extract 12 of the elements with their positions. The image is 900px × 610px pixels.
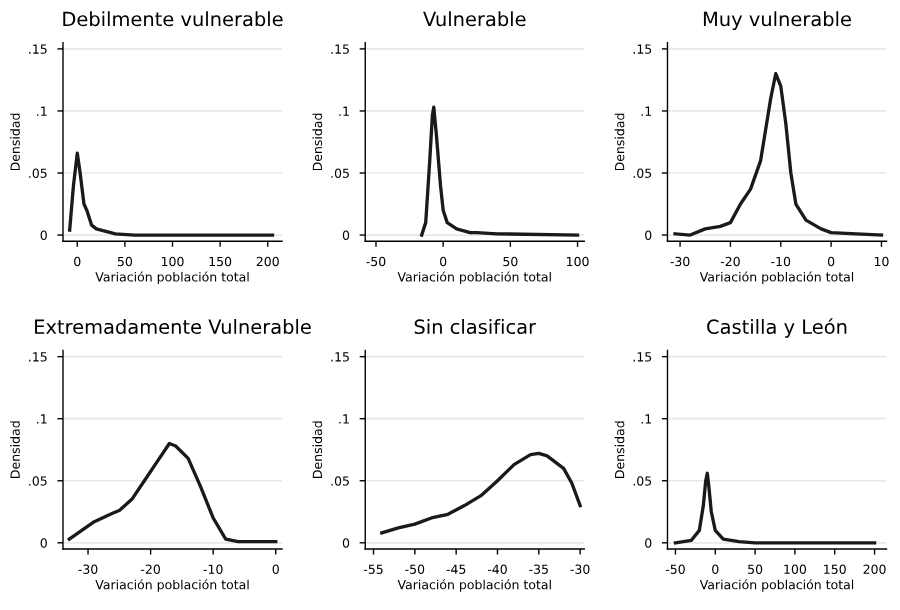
line-series [68, 151, 275, 237]
line-series [673, 72, 884, 237]
chart-title: Sin clasificar [414, 319, 537, 335]
line-series [380, 451, 582, 535]
chart-title: Debilmente vulnerable [63, 11, 283, 27]
chart-title: Extremadamente Vulnerable [35, 319, 311, 335]
chart-title: Muy vulnerable [703, 11, 851, 31]
chart-title: Vulnerable [423, 11, 526, 27]
line-series [673, 471, 877, 545]
line-series [67, 441, 278, 544]
chart-title: Castilla y León [707, 318, 847, 338]
line-series [420, 105, 580, 237]
